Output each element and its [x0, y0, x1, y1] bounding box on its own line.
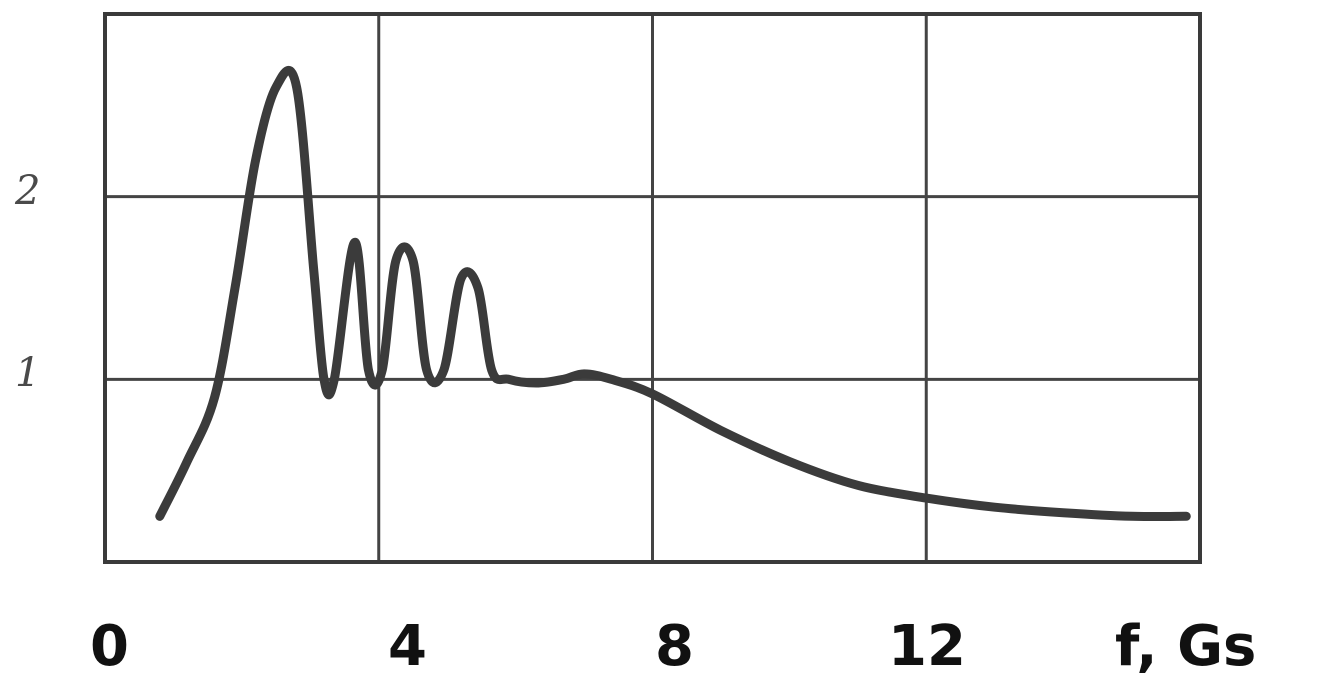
y-tick-label-2: 2: [14, 168, 40, 214]
grid: [105, 14, 1200, 562]
series-line: [155, 66, 1191, 522]
plot-frame: [103, 12, 1202, 564]
x-tick-label-12: 12: [888, 614, 966, 675]
x-tick-label-4: 4: [388, 614, 427, 675]
x-tick-label-8: 8: [655, 614, 694, 675]
y-tick-label-1: 1: [15, 350, 40, 396]
x-tick-label-0: 0: [90, 614, 129, 675]
x-axis-label: f, Gs: [1115, 614, 1256, 675]
